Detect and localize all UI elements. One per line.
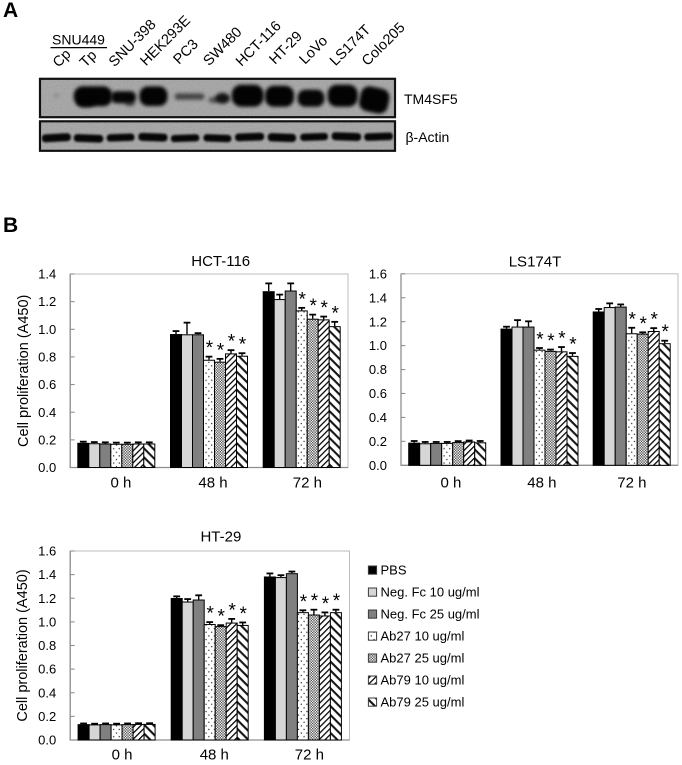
svg-text:0.2: 0.2 — [369, 434, 387, 449]
svg-text:LS174T: LS174T — [509, 254, 562, 271]
svg-text:0.8: 0.8 — [38, 350, 56, 365]
svg-text:*: * — [228, 600, 236, 621]
svg-text:1.2: 1.2 — [38, 294, 56, 309]
svg-text:Cell proliferation (A450): Cell proliferation (A450) — [16, 295, 32, 447]
svg-text:*: * — [320, 298, 328, 319]
svg-text:PBS: PBS — [381, 562, 407, 577]
svg-text:0.4: 0.4 — [369, 410, 387, 425]
svg-text:*: * — [239, 604, 247, 625]
svg-text:72 h: 72 h — [295, 747, 324, 764]
svg-text:HCT-116: HCT-116 — [191, 253, 250, 270]
svg-text:*: * — [311, 591, 319, 612]
svg-text:Ab79 25 ug/ml: Ab79 25 ug/ml — [381, 694, 465, 709]
svg-text:48 h: 48 h — [200, 747, 229, 764]
svg-text:B: B — [3, 214, 18, 237]
svg-text:*: * — [639, 314, 647, 335]
svg-text:*: * — [309, 296, 317, 317]
svg-text:*: * — [228, 332, 236, 353]
svg-text:0.2: 0.2 — [38, 433, 56, 448]
svg-text:Neg. Fc 25 ug/ml: Neg. Fc 25 ug/ml — [381, 606, 480, 621]
svg-text:1.6: 1.6 — [38, 544, 56, 559]
svg-text:*: * — [217, 607, 225, 628]
svg-text:*: * — [536, 330, 544, 351]
svg-text:0.0: 0.0 — [369, 458, 387, 473]
svg-text:1.4: 1.4 — [38, 267, 56, 282]
svg-text:0.0: 0.0 — [38, 733, 56, 748]
svg-text:1.6: 1.6 — [369, 266, 387, 281]
svg-text:*: * — [331, 303, 339, 324]
svg-text:0 h: 0 h — [110, 474, 131, 491]
svg-text:*: * — [298, 289, 306, 310]
svg-text:*: * — [661, 322, 669, 343]
svg-text:0.6: 0.6 — [38, 662, 56, 677]
svg-text:*: * — [206, 338, 214, 359]
svg-text:*: * — [547, 331, 555, 352]
svg-text:0.8: 0.8 — [38, 638, 56, 653]
svg-text:1.2: 1.2 — [38, 591, 56, 606]
svg-text:*: * — [333, 591, 341, 612]
svg-text:1.0: 1.0 — [38, 322, 56, 337]
svg-text:0 h: 0 h — [112, 747, 133, 764]
svg-text:*: * — [650, 310, 658, 331]
svg-text:β-Actin: β-Actin — [406, 129, 450, 145]
svg-text:0.8: 0.8 — [369, 362, 387, 377]
svg-text:1.4: 1.4 — [38, 567, 56, 582]
svg-text:0 h: 0 h — [440, 474, 461, 491]
svg-text:0.4: 0.4 — [38, 685, 56, 700]
svg-text:*: * — [628, 309, 636, 330]
svg-text:*: * — [206, 604, 214, 625]
svg-text:*: * — [300, 592, 308, 613]
svg-text:1.0: 1.0 — [38, 615, 56, 630]
svg-text:0.0: 0.0 — [38, 460, 56, 475]
svg-text:0.4: 0.4 — [38, 405, 56, 420]
svg-text:0.6: 0.6 — [369, 386, 387, 401]
svg-text:*: * — [558, 329, 566, 350]
svg-text:1.2: 1.2 — [369, 314, 387, 329]
svg-text:0.2: 0.2 — [38, 709, 56, 724]
svg-text:HT-29: HT-29 — [200, 529, 241, 546]
svg-text:Ab27 10 ug/ml: Ab27 10 ug/ml — [381, 628, 465, 643]
svg-text:*: * — [569, 335, 577, 356]
svg-text:Cell proliferation (A450): Cell proliferation (A450) — [15, 569, 31, 721]
svg-text:72 h: 72 h — [293, 474, 322, 491]
svg-text:0.6: 0.6 — [38, 377, 56, 392]
svg-text:*: * — [239, 335, 247, 356]
svg-text:1.0: 1.0 — [369, 338, 387, 353]
svg-text:Ab79 10 ug/ml: Ab79 10 ug/ml — [381, 672, 465, 687]
svg-text:TM4SF5: TM4SF5 — [404, 91, 458, 107]
svg-text:1.4: 1.4 — [369, 290, 387, 305]
svg-text:72 h: 72 h — [617, 474, 646, 491]
svg-text:*: * — [217, 340, 225, 361]
svg-text:*: * — [322, 594, 330, 615]
svg-text:A: A — [3, 0, 18, 22]
svg-text:48 h: 48 h — [198, 474, 227, 491]
svg-text:Neg. Fc 10 ug/ml: Neg. Fc 10 ug/ml — [381, 584, 480, 599]
svg-text:48 h: 48 h — [527, 474, 556, 491]
svg-text:Ab27 25 ug/ml: Ab27 25 ug/ml — [381, 650, 465, 665]
svg-text:SNU449: SNU449 — [52, 32, 105, 48]
